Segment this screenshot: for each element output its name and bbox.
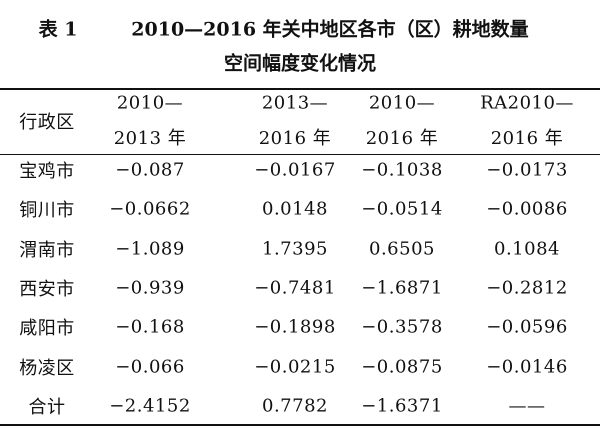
header-cell: 2013— <box>261 92 329 114</box>
table-cell: −0.168 <box>115 316 185 338</box>
row-label: 咸阳市 <box>19 318 75 340</box>
header-cell: 2016 年 <box>490 128 564 149</box>
table-cell: 0.6505 <box>369 238 435 260</box>
table-cell: −1.089 <box>115 238 185 260</box>
table-cell: −0.0173 <box>486 159 568 181</box>
header-cell: 2016 年 <box>258 128 332 149</box>
table-cell: −0.0146 <box>486 356 568 377</box>
row-label: 合计 <box>28 396 66 418</box>
header-rule <box>0 154 600 155</box>
table-cell: −0.0662 <box>109 198 191 220</box>
title-line: 2010—2016 年关中地区各市（区）耕地数量 <box>131 18 529 41</box>
row-label: 宝鸡市 <box>19 161 75 182</box>
table-cell: 0.1084 <box>494 238 560 260</box>
table-cell: −0.1038 <box>361 159 443 181</box>
table-label: 表 1 <box>38 18 78 41</box>
table-cell: −2.4152 <box>109 395 191 417</box>
table-cell: −0.0215 <box>254 356 336 377</box>
table-cell: 0.7782 <box>262 395 328 417</box>
bottom-rule <box>0 424 600 426</box>
table-cell: —— <box>508 395 546 417</box>
table-cell: −0.087 <box>115 159 185 181</box>
title-line: 空间幅度变化情况 <box>223 52 377 75</box>
row-label: 渭南市 <box>19 239 75 261</box>
header-cell: 2013 年 <box>113 128 187 149</box>
table-cell: −0.0086 <box>486 198 568 220</box>
table-cell: −0.2812 <box>486 277 568 299</box>
table-cell: −0.0596 <box>486 316 568 338</box>
header-cell: 行政区 <box>19 112 75 133</box>
table-cell: 0.0148 <box>262 198 328 220</box>
table-cell: −0.939 <box>115 277 185 299</box>
row-label: 杨凌区 <box>19 357 75 379</box>
header-cell: 2010— <box>368 92 436 114</box>
table-cell: −0.3578 <box>361 316 443 338</box>
table-cell: −1.6371 <box>361 395 443 417</box>
table-cell: −0.7481 <box>254 277 336 299</box>
table-cell: −0.1898 <box>254 316 336 338</box>
table-cell: −0.0167 <box>254 159 336 181</box>
header-cell: RA2010— <box>480 92 574 114</box>
table-cell: 1.7395 <box>262 238 328 260</box>
table-cell: −0.0875 <box>361 356 443 377</box>
header-cell: 2016 年 <box>365 128 439 149</box>
row-label: 西安市 <box>19 278 75 300</box>
table-cell: −0.0514 <box>361 198 443 220</box>
row-label: 铜川市 <box>19 200 75 222</box>
table-cell: −0.066 <box>115 356 185 377</box>
table-cell: −1.6871 <box>361 277 443 299</box>
header-cell: 2010— <box>116 92 184 114</box>
top-rule <box>0 88 600 90</box>
